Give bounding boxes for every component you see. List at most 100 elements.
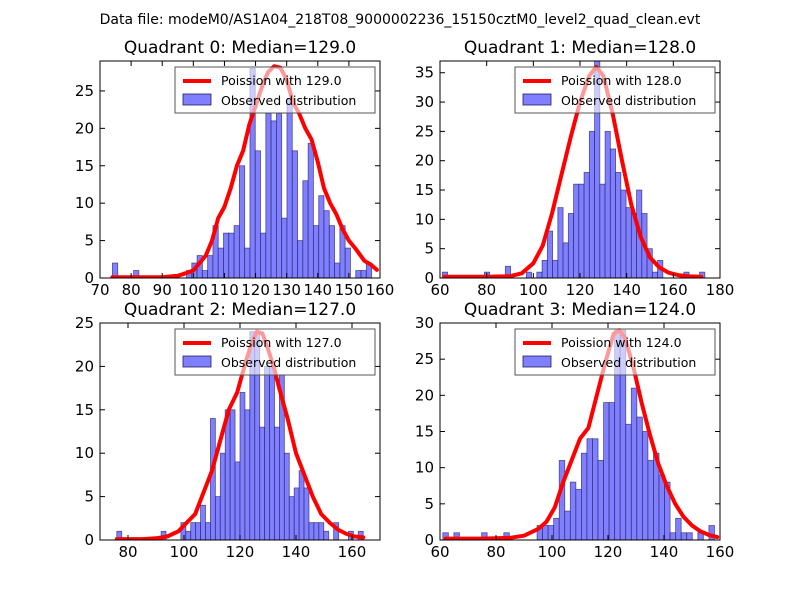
axes-frame [99,60,381,279]
x-tick-label: 110 [210,281,239,299]
histogram-bar [254,150,261,278]
histogram-bar [557,207,564,278]
histogram-bar [224,409,231,540]
legend: Poission with 127.0 Observed distribution [174,328,376,376]
histogram-bar [675,517,682,540]
y-tick-label: 25 [415,122,434,140]
y-tick-label: 35 [415,64,434,82]
histogram-bar [302,180,309,278]
legend-label-poisson: Poission with 129.0 [221,73,342,88]
histogram-bar [562,242,569,278]
legend: Poission with 128.0 Observed distribution [514,66,716,114]
y-tick-label: 10 [75,194,94,212]
histogram-bar [293,487,300,540]
histogram-bar [275,112,283,278]
histogram-bar [205,522,211,540]
x-tick-label: 60 [430,281,449,299]
y-tick-label: 30 [415,314,434,332]
y-tick-label: 25 [75,314,94,332]
histogram-bar [564,510,571,540]
subplot-quadrant-0: Quadrant 0: Median=129.070 80 90 100 110 120 1… [75,38,394,299]
y-tick-label: 15 [415,423,434,441]
histogram-bar [583,172,590,278]
legend-label-observed: Observed distribution [561,93,696,108]
histogram-bar [112,262,119,278]
histogram-bars [441,61,706,278]
histogram-bar [355,270,362,278]
subplot-title: Quadrant 0: Median=129.0 [124,38,356,58]
y-tick-label: 15 [75,401,94,419]
histogram-bar [233,225,240,278]
legend-bar-swatch [182,93,212,106]
histogram-bar [307,142,314,278]
legend-box [514,66,716,114]
y-tick-label: 10 [415,210,434,228]
histogram-bar [597,460,604,540]
x-tick-label: 180 [706,281,735,299]
histogram-bar [594,61,601,278]
histogram-bar [286,98,293,278]
histogram-bar [615,172,622,278]
x-tick-label: 60 [430,543,449,561]
histogram-bar [599,183,606,278]
histogram-bar [264,365,270,540]
legend-label-observed: Observed distribution [221,355,356,370]
histogram-bar [207,255,214,278]
y-tick-label: 15 [415,181,434,199]
x-tick-label: 80 [118,543,137,561]
histogram-bar [334,262,341,278]
x-tick-label: 120 [241,281,270,299]
subplot-quadrant-2: Quadrant 2: Median=127.0 80 100 120 140 160 0 5… [75,300,381,561]
y-tick-label: 5 [424,240,434,258]
histogram-bar [558,460,566,540]
x-tick-label: 100 [538,543,567,561]
legend-label-observed: Observed distribution [561,355,696,370]
histogram-bar [553,517,560,540]
x-tick-label: 100 [519,281,548,299]
subplots: Quadrant 0: Median=129.070 80 90 100 110 120 1… [75,38,734,561]
histogram-bar [547,525,555,540]
histogram-bar [323,210,330,278]
histogram-bar [201,270,209,278]
histogram-bar [234,461,241,540]
x-tick-label: 160 [659,281,688,299]
legend-label-poisson: Poission with 124.0 [561,335,682,350]
histogram-bar [217,247,224,278]
histogram-bar [298,470,305,540]
y-tick-label: 25 [75,82,94,100]
histogram-bar [313,522,320,540]
histogram-bar [328,225,335,278]
y-tick-label: 20 [75,119,94,137]
histogram-bar [200,504,206,540]
histogram-bar [318,195,325,278]
suptitle: Data file: modeM0/AS1A04_218T08_90000022… [100,12,701,28]
histogram-bar [608,402,616,540]
histogram-bar [686,532,693,540]
histogram-bar [581,452,588,540]
histogram-bar [229,409,236,540]
y-tick-label: 5 [84,232,94,250]
x-tick-label: 80 [122,281,141,299]
legend: Poission with 129.0 Observed distribution [174,66,376,114]
histogram-bar [219,452,226,540]
y-tick-label: 15 [75,157,94,175]
histogram-bar [567,213,574,278]
histogram-bar [185,530,192,540]
histogram-bar [244,247,251,278]
histogram-bar [636,416,643,540]
x-tick-label: 80 [477,281,496,299]
y-tick-label: 20 [75,357,94,375]
y-tick-label: 30 [415,93,434,111]
histogram-bar [573,183,580,278]
histogram-bar [239,392,246,540]
x-tick-label: 80 [486,543,505,561]
x-tick-label: 70 [90,281,109,299]
y-tick-label: 20 [415,152,434,170]
histogram-bar [552,260,559,278]
subplot-title: Quadrant 1: Median=128.0 [464,38,696,58]
histogram-bar [344,247,351,278]
y-tick-label: 25 [415,350,434,368]
x-tick-label: 100 [179,281,208,299]
histogram-bar [281,217,288,278]
